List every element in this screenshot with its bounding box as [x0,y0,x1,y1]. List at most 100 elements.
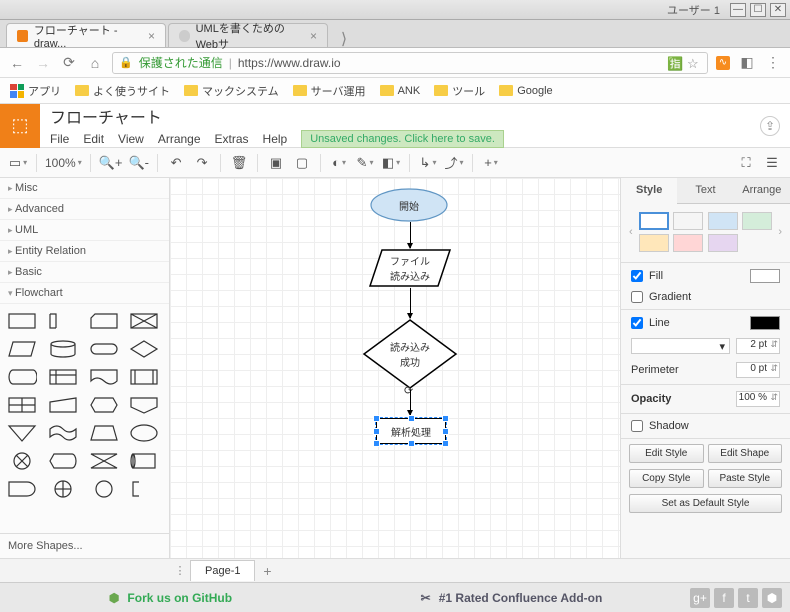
fill-color-button[interactable]: ◐ [329,153,349,173]
shape-loop[interactable] [88,394,120,416]
category-misc[interactable]: Misc [0,178,169,199]
new-tab-button[interactable]: ⟩ [334,29,354,47]
swatch[interactable] [673,234,703,252]
edge[interactable] [410,222,411,248]
shape-tape[interactable] [47,422,79,444]
share-button[interactable]: ⇪ [760,116,780,136]
menu-view[interactable]: View [118,132,144,146]
googleplus-icon[interactable]: g+ [690,588,710,608]
shadow-checkbox[interactable] [631,420,643,432]
canvas[interactable]: 開始 ファイル 読み込み 読み込み 成功 ⟳ 解析処理 [170,178,620,558]
forward-button[interactable]: → [34,54,52,72]
shape-stored-data[interactable] [6,366,38,388]
resize-handle[interactable] [373,415,380,422]
swatch[interactable] [742,212,772,230]
line-style-select[interactable]: ▾ [631,338,730,354]
resize-handle[interactable] [408,415,415,422]
confluence-link[interactable]: ✂ #1 Rated Confluence Add-on [341,591,682,605]
node-start[interactable]: 開始 [370,188,448,222]
shape-annotation[interactable] [128,478,160,500]
shape-process[interactable] [6,310,38,332]
add-page-button[interactable]: + [255,563,279,579]
bookmark-folder[interactable]: ANK [380,85,421,97]
back-button[interactable]: ← [8,54,26,72]
paste-style-button[interactable]: Paste Style [708,469,783,488]
shape-card[interactable] [88,310,120,332]
shape-data[interactable] [6,338,38,360]
bookmark-folder[interactable]: ツール [434,83,485,99]
line-width-input[interactable]: 2 pt [736,338,780,354]
gradient-checkbox[interactable] [631,291,643,303]
set-default-style-button[interactable]: Set as Default Style [629,494,782,513]
close-tab-icon[interactable]: × [148,29,155,43]
document-title[interactable]: フローチャート [50,104,760,128]
menu-edit[interactable]: Edit [83,132,104,146]
edge[interactable] [410,288,411,318]
omnibox[interactable]: 🔒 保護された通信 | https://www.draw.io 🈯 ☆ [112,52,708,74]
swatch[interactable] [639,234,669,252]
shape-database[interactable] [47,338,79,360]
resize-handle[interactable] [442,415,449,422]
maximize-button[interactable]: ☐ [750,3,766,17]
edit-shape-button[interactable]: Edit Shape [708,444,783,463]
github-social-icon[interactable]: ⬢ [762,588,782,608]
shape-or[interactable] [47,478,79,500]
waypoint-button[interactable]: ⤴ [444,153,464,173]
resize-handle[interactable] [408,440,415,447]
home-button[interactable]: ⌂ [86,54,104,72]
close-tab-icon[interactable]: × [310,29,317,43]
shape-sum[interactable] [6,450,38,472]
shape-direct-data[interactable] [128,450,160,472]
page-tab[interactable]: Page-1 [190,560,255,581]
copy-style-button[interactable]: Copy Style [629,469,704,488]
redo-button[interactable]: ↷ [192,153,212,173]
resize-handle[interactable] [373,440,380,447]
reconnect-icon[interactable]: ⟳ [404,384,413,397]
category-basic[interactable]: Basic [0,262,169,283]
to-back-button[interactable]: ▢ [292,153,312,173]
shape-table[interactable] [6,394,38,416]
tab-text[interactable]: Text [677,178,733,203]
shape-triangle-down[interactable] [6,422,38,444]
edit-style-button[interactable]: Edit Style [629,444,704,463]
category-advanced[interactable]: Advanced [0,199,169,220]
format-panel-toggle[interactable]: ☰ [762,153,782,173]
resize-handle[interactable] [442,440,449,447]
swatch[interactable] [708,212,738,230]
swatch[interactable] [742,234,772,252]
connection-button[interactable]: ↳ [418,153,438,173]
shape-manual-input[interactable] [47,394,79,416]
page-menu-button[interactable]: ⋮ [170,564,190,577]
category-entity-relation[interactable]: Entity Relation [0,241,169,262]
menu-help[interactable]: Help [263,132,288,146]
fork-github-link[interactable]: ⬢ Fork us on GitHub [0,591,341,605]
shape-internal[interactable] [47,366,79,388]
facebook-icon[interactable]: f [714,588,734,608]
swatch[interactable] [639,212,669,230]
shape-diamond[interactable] [128,338,160,360]
undo-button[interactable]: ↶ [166,153,186,173]
menu-extras[interactable]: Extras [215,132,249,146]
menu-icon[interactable]: ⋮ [764,54,782,72]
more-shapes-button[interactable]: More Shapes... [0,533,169,558]
category-uml[interactable]: UML [0,220,169,241]
browser-tab-active[interactable]: フローチャート - draw... × [6,23,166,47]
view-dropdown[interactable]: ▭ [8,153,28,173]
fullscreen-button[interactable]: ⛶ [736,153,756,173]
zoom-in-button[interactable]: 🔍+ [99,153,123,173]
swatch-next-icon[interactable]: › [776,226,784,238]
insert-button[interactable]: + [481,153,501,173]
shape-ellipse[interactable] [128,422,160,444]
fill-color-box[interactable] [750,269,780,283]
line-color-button[interactable]: ✎ [355,153,375,173]
shape-collate[interactable] [88,450,120,472]
drawio-logo-icon[interactable]: ⬚ [0,104,40,148]
shape-off-page[interactable] [128,394,160,416]
to-front-button[interactable]: ▣ [266,153,286,173]
shape-alt-process[interactable] [47,310,79,332]
zoom-dropdown[interactable]: 100% [45,153,82,173]
zoom-out-button[interactable]: 🔍- [129,153,150,173]
shape-trapezoid[interactable] [88,422,120,444]
edge[interactable] [410,390,411,415]
bookmark-folder[interactable]: マックシステム [184,83,279,99]
